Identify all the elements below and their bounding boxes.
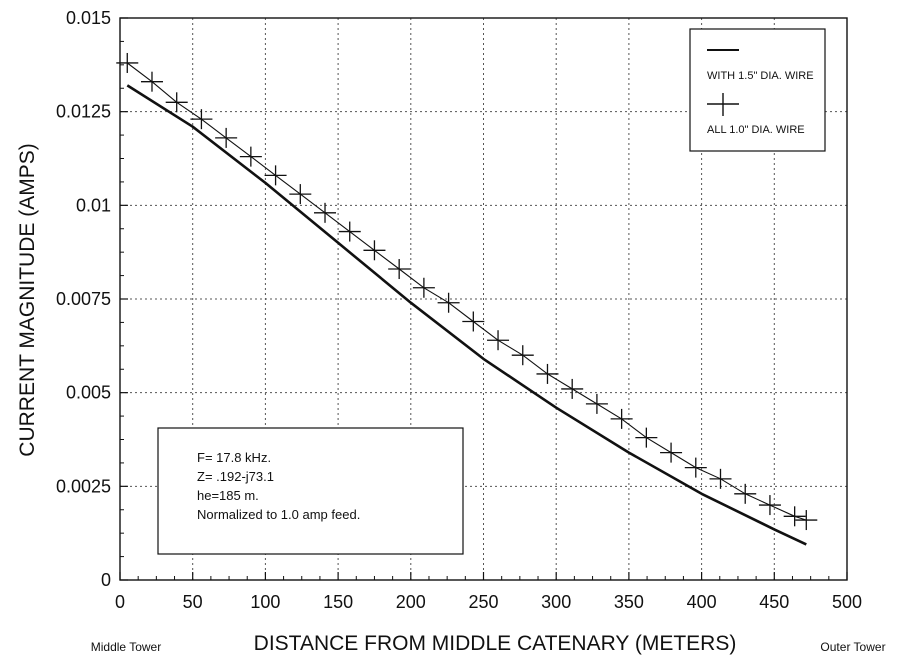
x-tick-labels: 0 50 100 150 200 250 300 350 400 450 500 xyxy=(115,592,862,612)
annotation-box: F= 17.8 kHz. Z= .192-j73.1 he=185 m. Nor… xyxy=(157,427,464,555)
series-point-1-0-dia-wire xyxy=(239,146,262,167)
x-tick-label: 0 xyxy=(115,592,125,612)
series-point-1-0-dia-wire xyxy=(487,330,510,351)
annotation-line-height: he=185 m. xyxy=(197,488,259,503)
series-point-1-0-dia-wire xyxy=(758,495,781,516)
y-tick-label: 0.0125 xyxy=(56,102,111,122)
annotation-line-normalization: Normalized to 1.0 amp feed. xyxy=(197,507,360,522)
series-point-1-0-dia-wire xyxy=(709,468,732,489)
x-end-label-left: Middle Tower xyxy=(91,640,161,654)
legend-label-series-2: ALL 1.0" DIA. WIRE xyxy=(707,124,805,136)
x-end-label-right: Outer Tower xyxy=(820,640,885,654)
annotation-line-frequency: F= 17.8 kHz. xyxy=(197,450,271,465)
series-point-1-0-dia-wire xyxy=(388,259,411,280)
x-tick-label: 150 xyxy=(323,592,353,612)
x-tick-label: 50 xyxy=(183,592,203,612)
annotation-frame xyxy=(157,427,464,555)
plot-frame xyxy=(119,17,848,581)
series-point-1-0-dia-wire xyxy=(412,277,435,298)
series-point-1-0-dia-wire xyxy=(264,165,287,186)
series-point-1-0-dia-wire xyxy=(511,345,534,366)
x-tick-label: 200 xyxy=(396,592,426,612)
series-point-1-0-dia-wire xyxy=(140,71,163,92)
series-point-1-0-dia-wire xyxy=(660,442,683,463)
annotation-line-impedance: Z= .192-j73.1 xyxy=(197,469,274,484)
y-tick-label: 0.0025 xyxy=(56,476,111,496)
series-point-1-0-dia-wire xyxy=(215,127,238,148)
x-tick-label: 100 xyxy=(250,592,280,612)
series-point-1-0-dia-wire xyxy=(116,52,139,73)
series-point-1-0-dia-wire xyxy=(363,240,386,261)
x-tick-label: 300 xyxy=(541,592,571,612)
x-tick-label: 500 xyxy=(832,592,862,612)
legend: WITH 1.5" DIA. WIRE ALL 1.0" DIA. WIRE xyxy=(689,28,826,152)
series-point-1-0-dia-wire xyxy=(190,109,213,130)
series-point-1-0-dia-wire xyxy=(734,483,757,504)
series-point-1-0-dia-wire xyxy=(437,292,460,313)
series-point-1-0-dia-wire xyxy=(462,311,485,332)
series-point-1-0-dia-wire xyxy=(536,363,559,384)
x-tick-label: 350 xyxy=(614,592,644,612)
y-tick-label: 0 xyxy=(101,570,111,590)
legend-label-series-1: WITH 1.5" DIA. WIRE xyxy=(707,70,814,82)
series-point-1-0-dia-wire xyxy=(289,184,312,205)
y-tick-label: 0.01 xyxy=(76,195,111,215)
x-tick-label: 250 xyxy=(468,592,498,612)
legend-cross-sample xyxy=(707,93,739,116)
y-tick-label: 0.015 xyxy=(66,8,111,28)
y-tick-label: 0.005 xyxy=(66,383,111,403)
series-line-1-5-dia-wire xyxy=(126,84,807,546)
series-point-1-0-dia-wire xyxy=(165,92,188,113)
x-tick-label: 450 xyxy=(759,592,789,612)
series-point-1-0-dia-wire xyxy=(684,457,707,478)
series-point-1-0-dia-wire xyxy=(561,378,584,399)
series-point-1-0-dia-wire xyxy=(610,408,633,429)
series-layer xyxy=(116,52,818,546)
x-axis-title: DISTANCE FROM MIDDLE CATENARY (METERS) xyxy=(254,632,737,655)
y-tick-labels: 0 0.0025 0.005 0.0075 0.01 0.0125 0.015 xyxy=(56,8,111,590)
series-point-1-0-dia-wire xyxy=(585,393,608,414)
y-axis-title: CURRENT MAGNITUDE (AMPS) xyxy=(16,143,39,456)
y-tick-label: 0.0075 xyxy=(56,289,111,309)
series-point-1-0-dia-wire xyxy=(338,221,361,242)
series-point-1-0-dia-wire xyxy=(314,202,337,223)
series-point-1-0-dia-wire xyxy=(635,427,658,448)
series-point-1-0-dia-wire xyxy=(783,506,806,527)
series-point-1-0-dia-wire xyxy=(795,510,818,531)
x-tick-label: 400 xyxy=(687,592,717,612)
